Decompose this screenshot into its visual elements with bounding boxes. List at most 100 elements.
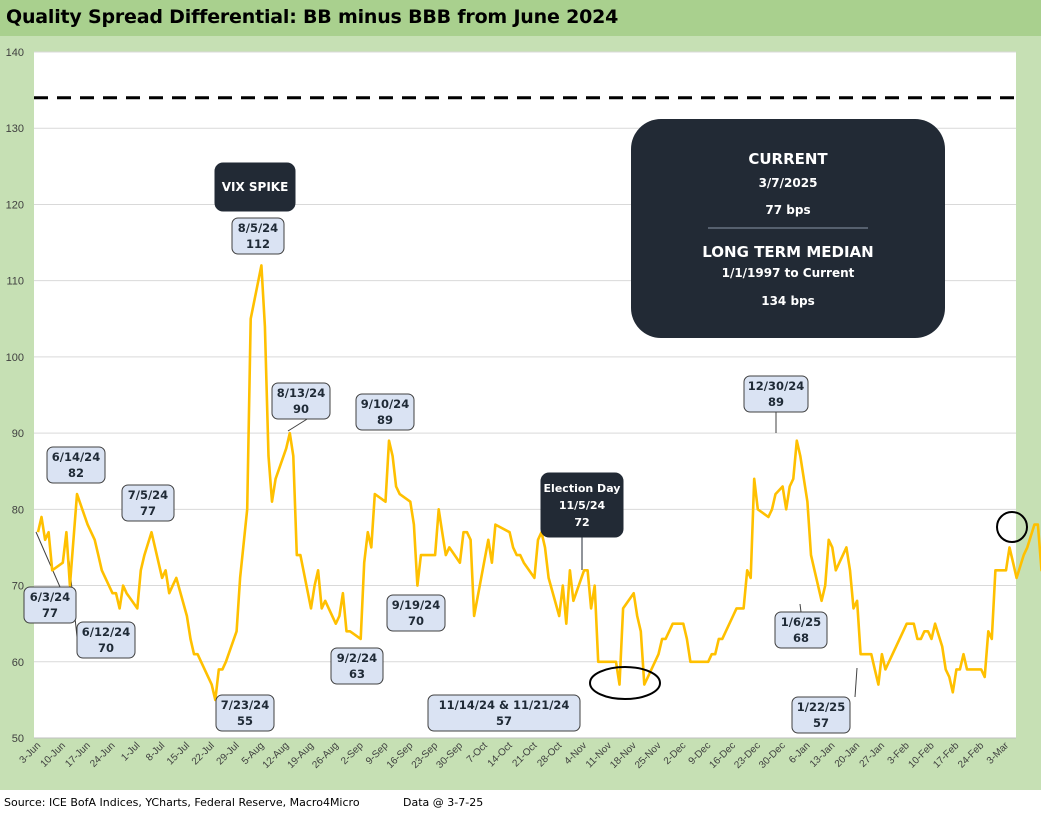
x-tick-label: 23-Sep [410, 740, 441, 771]
x-tick-label: 19-Aug [286, 740, 317, 771]
y-tick-label: 100 [6, 352, 24, 364]
y-tick-label: 140 [6, 47, 24, 59]
annotation-text: 57 [813, 716, 829, 730]
y-tick-label: 70 [12, 581, 24, 593]
x-tick-label: 12-Aug [261, 740, 292, 771]
callout-annotation: 8/5/24 112 [231, 217, 285, 255]
data-date-note: Data @ 3-7-25 [403, 796, 484, 809]
annotation-text: 8/13/24 [277, 386, 325, 400]
footer [0, 790, 1041, 819]
title-bar [0, 0, 1041, 36]
annotation-text: 12/30/24 [748, 379, 804, 393]
annotation-text: 70 [98, 641, 114, 655]
annotation-box [540, 472, 624, 538]
info-median-label: LONG TERM MEDIAN [702, 243, 873, 261]
x-tick-label: 3-Mar [985, 740, 1012, 767]
y-tick-label: 60 [12, 657, 24, 669]
y-tick-label: 80 [12, 504, 24, 516]
x-tick-label: 17-Feb [931, 740, 961, 770]
annotation-box [121, 484, 175, 522]
annotation-text: 112 [246, 237, 270, 251]
annotation-box [774, 611, 828, 649]
x-tick-label: 29-Jul [215, 740, 242, 767]
info-median-range: 1/1/1997 to Current [722, 266, 855, 280]
annotation-box [23, 586, 77, 624]
callout-annotation: 6/12/24 70 [76, 621, 136, 659]
x-tick-label: 16-Sep [385, 740, 416, 771]
info-current-value: 77 bps [765, 203, 810, 217]
x-tick-label: 2-Dec [662, 740, 689, 767]
spread-series-line [36, 264, 1041, 702]
info-median-value: 134 bps [761, 294, 815, 308]
annotation-text: 77 [42, 606, 58, 620]
annotation-leader-line [854, 667, 858, 698]
annotation-leader-line [35, 531, 61, 588]
annotation-text: 1/22/25 [797, 700, 845, 714]
x-tick-label: 27-Jan [858, 740, 887, 769]
annotation-box [743, 375, 809, 413]
annotation-text: 57 [496, 714, 512, 728]
callout-annotation: 11/14/24 & 11/21/24 57 [427, 694, 581, 732]
annotation-text: VIX SPIKE [222, 180, 289, 194]
callout-annotation: 12/30/24 89 [743, 375, 809, 413]
callout-annotation: 7/23/24 55 [215, 694, 275, 732]
x-tick-label: 21-Oct [511, 740, 540, 769]
annotation-box [231, 217, 285, 255]
annotation-text: 11/14/24 & 11/21/24 [439, 698, 570, 712]
annotation-text: 89 [377, 413, 393, 427]
annotation-text: 9/2/24 [337, 651, 377, 665]
x-tick-label: 30-Dec [757, 740, 788, 771]
callout-annotation: 9/19/24 70 [386, 594, 446, 632]
y-tick-label: 50 [12, 733, 24, 745]
x-tick-label: 10-Jun [39, 740, 68, 769]
annotation-box [791, 696, 851, 734]
x-tick-label: 16-Dec [708, 740, 739, 771]
callout-annotation: 9/10/24 89 [355, 393, 415, 431]
annotation-text: 82 [68, 466, 84, 480]
annotation-text: 8/5/24 [238, 221, 278, 235]
y-tick-label: 110 [6, 276, 24, 288]
dark-annotation: Election Day 11/5/24 72 [540, 472, 624, 538]
annotation-box [214, 162, 296, 212]
x-tick-label: 25-Nov [633, 740, 664, 771]
annotation-text: Election Day [544, 482, 621, 495]
annotation-text: 6/3/24 [30, 590, 70, 604]
callout-annotation: 1/6/25 68 [774, 611, 828, 649]
annotation-text: 77 [140, 504, 156, 518]
x-tick-label: 23-Dec [732, 740, 763, 771]
y-tick-label: 130 [6, 123, 24, 135]
annotation-text: 7/5/24 [128, 488, 168, 502]
annotation-text: 68 [793, 631, 809, 645]
x-tick-label: 30-Sep [434, 740, 465, 771]
annotation-text: 70 [408, 614, 424, 628]
annotation-text: 6/14/24 [52, 450, 100, 464]
annotations: 6/3/24 77 6/12/24 70 6/14/24 82 7/5/24 77 7/23/2… [23, 162, 851, 734]
annotation-text: 11/5/24 [559, 499, 606, 512]
x-tick-label: 14-Oct [486, 740, 515, 769]
annotation-text: 9/19/24 [392, 598, 440, 612]
x-tick-label: 1-Jul [119, 740, 142, 763]
nov-low-highlight-ellipse [589, 666, 661, 700]
annotation-text: 1/6/25 [781, 615, 821, 629]
x-tick-label: 10-Feb [906, 740, 936, 770]
x-tick-label: 26-Aug [310, 740, 341, 771]
annotation-text: 89 [768, 395, 784, 409]
callout-annotation: 6/14/24 82 [46, 446, 106, 484]
annotation-text: 6/12/24 [82, 625, 130, 639]
x-tick-label: 13-Jan [808, 740, 837, 769]
x-tick-label: 2-Sep [339, 740, 366, 767]
info-box: CURRENT 3/7/2025 77 bps LONG TERM MEDIAN… [631, 119, 945, 338]
x-tick-label: 24-Feb [956, 740, 986, 770]
info-current-date: 3/7/2025 [759, 176, 818, 190]
annotation-text: 9/10/24 [361, 397, 409, 411]
annotation-box [386, 594, 446, 632]
annotation-box [46, 446, 106, 484]
x-tick-label: 17-Jun [63, 740, 92, 769]
x-tick-label: 20-Jan [833, 740, 862, 769]
annotation-text: 7/23/24 [221, 698, 269, 712]
callout-annotation: 8/13/24 90 [271, 382, 331, 420]
x-tick-label: 11-Nov [584, 740, 614, 770]
x-tick-label: 22-Jul [190, 740, 217, 767]
